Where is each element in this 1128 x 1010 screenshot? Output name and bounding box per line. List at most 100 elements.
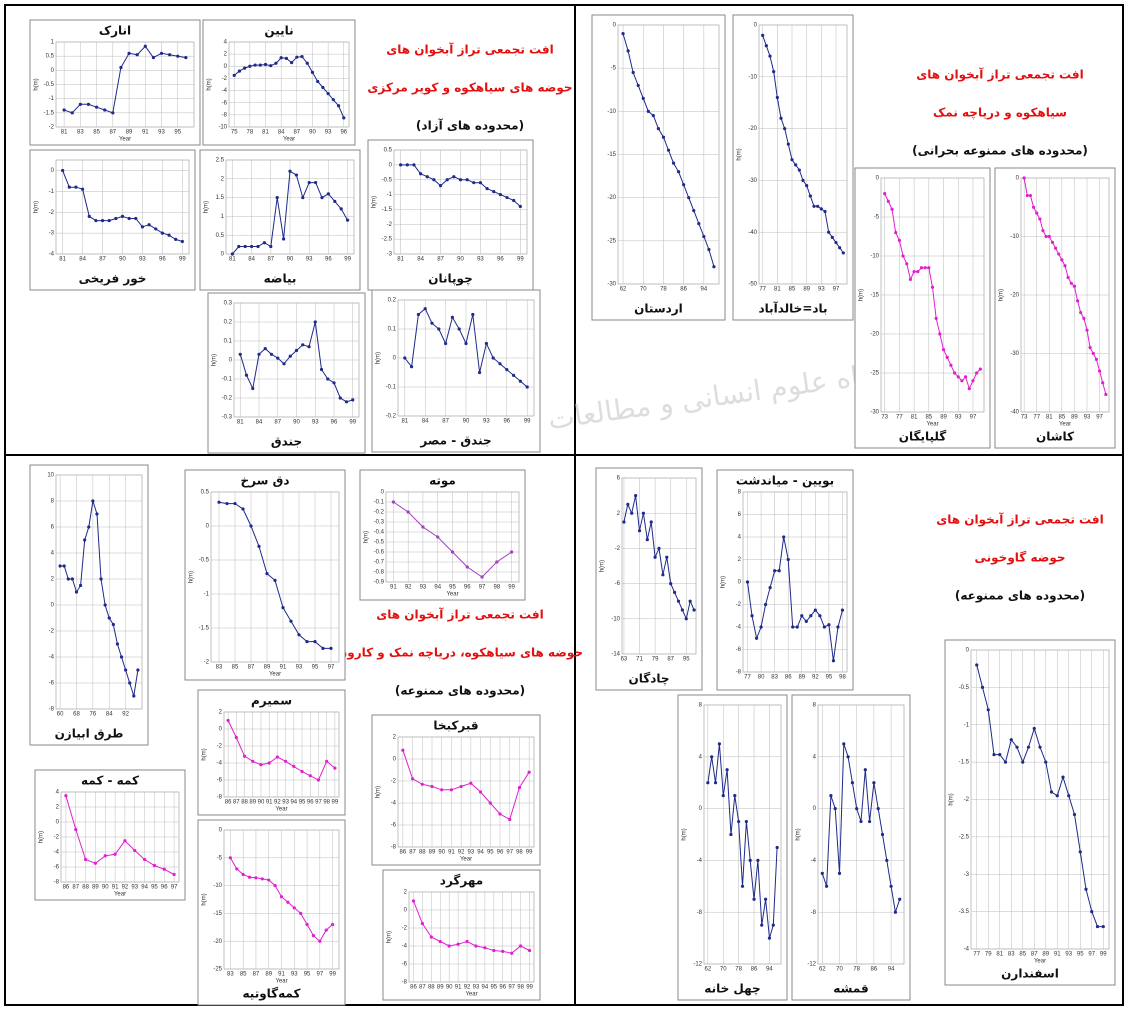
x-tick-label: 63 — [621, 657, 628, 663]
x-tick-label: 87 — [419, 985, 426, 991]
chart-title: چادگان — [628, 672, 669, 686]
data-point — [301, 343, 305, 347]
y-tick-label: 0.1 — [388, 327, 397, 333]
data-point — [321, 85, 325, 90]
chart: باد=خالدآباد -50 -40 -30 -20 -10 0 77 81 85 89 93 97… — [732, 14, 854, 321]
y-tick-label: -0.7 — [374, 560, 385, 566]
x-tick-label: 93 — [306, 257, 313, 263]
data-point — [111, 111, 115, 115]
data-point — [1053, 246, 1058, 250]
data-point — [710, 755, 714, 759]
x-axis-label: Year — [465, 992, 477, 998]
x-tick-label: 73 — [1021, 415, 1028, 421]
data-point — [519, 944, 523, 948]
data-point — [243, 244, 247, 249]
data-point — [511, 373, 516, 377]
chart-title: مهرگرد — [440, 874, 483, 888]
data-point — [338, 396, 342, 400]
y-axis-label: h(m) — [600, 560, 606, 572]
x-tick-label: 89 — [126, 130, 133, 136]
data-point — [174, 237, 178, 241]
y-tick-label: 2 — [224, 52, 228, 58]
y-tick-label: 4 — [224, 40, 228, 46]
y-tick-label: -0.5 — [374, 540, 385, 546]
data-point — [764, 897, 768, 901]
data-point — [975, 371, 979, 375]
y-tick-label: 0 — [1016, 176, 1020, 182]
data-point — [314, 180, 318, 185]
y-axis-label: h(m) — [372, 196, 378, 208]
data-point — [336, 104, 341, 108]
data-point — [1088, 346, 1092, 350]
data-point — [344, 400, 349, 404]
data-point — [1031, 205, 1036, 209]
x-tick-label: 97 — [970, 415, 977, 421]
data-point — [1104, 392, 1108, 397]
data-point — [859, 819, 863, 824]
data-point — [713, 781, 718, 785]
y-tick-label: -2 — [217, 744, 223, 750]
data-point — [1044, 760, 1048, 764]
data-point — [876, 807, 880, 811]
data-point — [279, 56, 283, 60]
data-point — [260, 877, 264, 881]
x-tick-label: 87 — [667, 657, 674, 663]
chart-title: کمه - کمه — [81, 774, 139, 788]
x-tick-label: 98 — [839, 675, 846, 681]
y-tick-label: 8 — [699, 703, 703, 709]
y-tick-label: -2 — [204, 660, 210, 666]
y-tick-label: -1 — [49, 189, 55, 195]
data-point — [1063, 264, 1067, 268]
data-point — [67, 185, 71, 189]
data-point — [809, 614, 813, 618]
data-point — [329, 646, 333, 651]
x-tick-label: 90 — [102, 885, 109, 891]
data-point — [172, 872, 176, 877]
data-point — [301, 196, 305, 200]
plot-area — [228, 41, 350, 128]
y-axis-label: h(m) — [376, 352, 382, 364]
y-tick-label: -8 — [222, 112, 228, 118]
y-tick-label: 8 — [738, 490, 742, 496]
data-point — [636, 83, 640, 88]
x-axis-label: Year — [269, 672, 281, 678]
x-tick-label: 95 — [683, 657, 690, 663]
y-tick-label: -5 — [874, 215, 880, 221]
chart-title: قبرکبخا — [433, 719, 478, 733]
x-axis-label: Year — [283, 137, 295, 143]
data-point — [331, 922, 335, 927]
y-axis-label: h(m) — [202, 748, 208, 760]
y-tick-label: 2 — [221, 176, 225, 182]
data-point — [438, 939, 442, 944]
data-point — [1028, 193, 1033, 198]
data-point — [299, 911, 303, 916]
data-point — [986, 708, 990, 712]
data-point — [143, 44, 147, 48]
x-tick-label: 81 — [61, 130, 68, 136]
data-point — [656, 127, 661, 131]
x-tick-label: 84 — [106, 712, 113, 718]
x-tick-label: 75 — [231, 130, 238, 136]
data-point — [472, 181, 476, 185]
chart-title: گلپایگان — [899, 430, 947, 444]
data-point — [465, 939, 469, 944]
data-point — [677, 170, 681, 174]
data-point — [1038, 217, 1042, 221]
data-point — [313, 320, 317, 324]
data-point — [517, 786, 522, 790]
y-tick-label: 4 — [56, 790, 60, 796]
data-point — [288, 354, 292, 358]
x-tick-label: 70 — [836, 967, 843, 973]
data-point — [217, 500, 221, 504]
x-axis-label: Year — [1059, 422, 1071, 428]
data-point — [66, 577, 70, 581]
data-point — [62, 564, 66, 568]
data-point — [901, 254, 905, 258]
x-tick-label: 91 — [390, 585, 397, 591]
data-point — [432, 178, 436, 182]
y-tick-label: -8 — [391, 845, 397, 851]
x-tick-label: 87 — [267, 257, 274, 263]
y-tick-label: 1 — [221, 214, 225, 220]
data-point — [332, 381, 336, 385]
y-tick-label: 2 — [219, 710, 223, 716]
